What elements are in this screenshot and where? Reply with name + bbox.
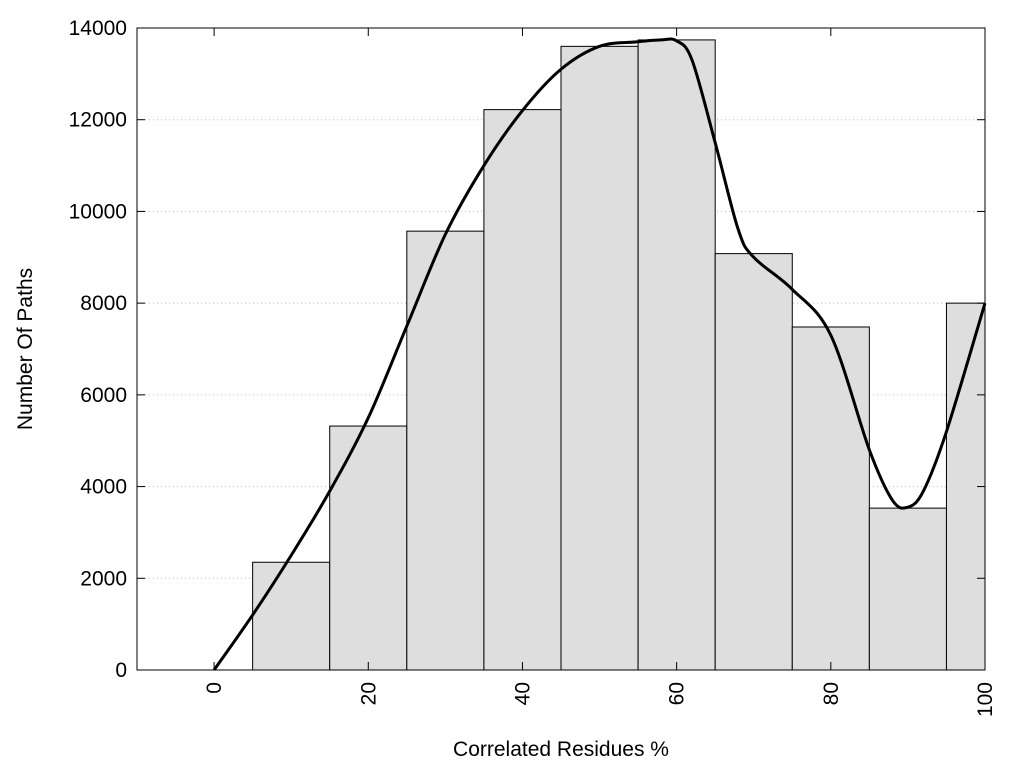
density-line	[212, 37, 987, 671]
bar	[483, 109, 562, 671]
y-tick-label: 6000	[80, 384, 127, 407]
y-tick-label: 2000	[80, 567, 127, 590]
x-tick-label: 40	[511, 682, 534, 705]
bar	[252, 561, 331, 671]
y-tick-label: 4000	[80, 476, 127, 499]
y-tick-label: 0	[115, 659, 127, 682]
bar	[791, 326, 870, 671]
bar	[560, 45, 639, 671]
bar	[329, 425, 408, 671]
x-axis-title: Correlated Residues %	[453, 738, 669, 761]
bar	[637, 39, 716, 671]
y-tick-label: 10000	[69, 200, 127, 223]
x-tick-label: 20	[357, 682, 380, 705]
y-tick-label: 12000	[69, 109, 127, 132]
x-tick-label: 80	[820, 682, 843, 705]
bar	[714, 253, 793, 671]
x-tick-label: 100	[974, 682, 997, 717]
y-tick-label: 8000	[80, 292, 127, 315]
plot-frame	[136, 27, 986, 671]
density-curve	[212, 37, 987, 671]
y-axis-title: Number Of Paths	[14, 268, 37, 430]
axis-ticks: 0 2000 4000 6000 8000 10000 12000 14000 0 20 40 60 8…	[69, 17, 997, 717]
y-tick-label: 14000	[69, 17, 127, 40]
x-tick-label: 60	[666, 682, 689, 705]
bars	[252, 39, 986, 671]
bar	[868, 507, 947, 671]
bar	[406, 230, 485, 671]
x-tick-label: 0	[203, 682, 226, 694]
